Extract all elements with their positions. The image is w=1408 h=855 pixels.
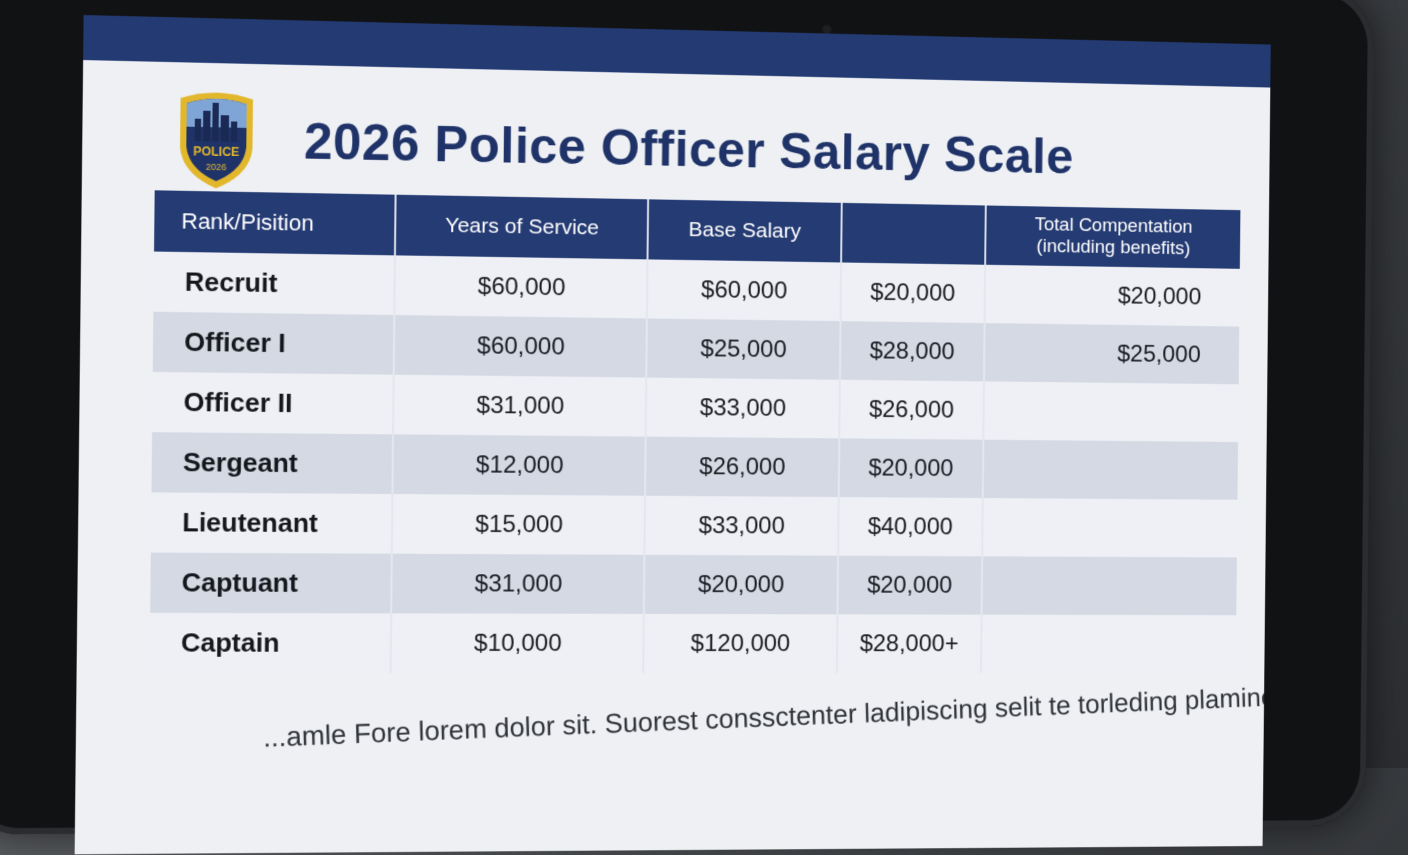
col-header-base-salary: Base Salary — [647, 199, 841, 262]
col-header-total-comp: Total Compentation (including benefits) — [985, 205, 1241, 268]
value-cell: $60,000 — [395, 255, 648, 318]
police-badge-icon: POLICE 2026 — [175, 88, 257, 191]
rank-cell: Captain — [150, 613, 392, 673]
table-row: Officer II $31,000 $33,000 $26,000 — [152, 372, 1239, 442]
col-header-years: Years of Service — [395, 195, 648, 260]
table-row: Captain $10,000 $120,000 $28,000+ — [150, 613, 1237, 673]
badge-label: POLICE — [193, 144, 239, 159]
value-cell: $15,000 — [392, 494, 645, 555]
value-cell: $20,000 — [839, 438, 983, 498]
rank-cell: Sergeant — [151, 432, 393, 494]
value-cell: $20,000 — [840, 262, 984, 323]
value-cell: $40,000 — [838, 497, 982, 556]
rank-cell: Officer I — [153, 312, 395, 375]
badge-year: 2026 — [206, 162, 227, 172]
value-cell — [982, 440, 1238, 500]
value-cell: $31,000 — [392, 554, 645, 614]
col-header-rank: Rank/Pisition — [154, 190, 396, 255]
value-cell: $120,000 — [643, 614, 837, 673]
value-cell: $10,000 — [391, 613, 644, 673]
rank-cell: Recruit — [153, 252, 395, 316]
footer-paragraph: ...amle Fore lorem dolor sit. Suorest co… — [263, 682, 1271, 754]
rank-cell: Officer II — [152, 372, 394, 434]
screen: POLICE 2026 2026 Police Officer Salary S… — [75, 15, 1271, 854]
value-cell — [981, 615, 1237, 673]
value-cell: $33,000 — [646, 378, 840, 439]
value-cell: $12,000 — [393, 434, 646, 495]
tablet-bezel: POLICE 2026 2026 Police Officer Salary S… — [0, 0, 1374, 835]
table-row: Captuant $31,000 $20,000 $20,000 — [150, 553, 1237, 616]
value-cell: $60,000 — [647, 259, 841, 321]
rank-cell: Lieutenant — [151, 492, 393, 553]
table-row: Sergeant $12,000 $26,000 $20,000 — [151, 432, 1238, 500]
value-cell: $25,000 — [984, 323, 1240, 384]
value-cell — [982, 498, 1238, 557]
value-cell: $26,000 — [645, 437, 839, 497]
value-cell — [981, 556, 1237, 615]
value-cell: $28,000 — [840, 321, 984, 381]
value-cell: $20,000 — [837, 556, 981, 615]
page-title: 2026 Police Officer Salary Scale — [304, 112, 1074, 186]
salary-table: Rank/Pisition Years of Service Base Sala… — [150, 190, 1241, 673]
col-header-blank — [841, 203, 985, 265]
table-row: Lieutenant $15,000 $33,000 $40,000 — [151, 492, 1238, 557]
value-cell: $31,000 — [394, 375, 647, 437]
value-cell: $33,000 — [644, 496, 838, 556]
rank-cell: Captuant — [150, 553, 392, 614]
value-cell: $20,000 — [984, 265, 1240, 327]
value-cell: $60,000 — [394, 315, 647, 378]
value-cell: $20,000 — [644, 555, 838, 615]
value-cell: $25,000 — [646, 318, 840, 379]
value-cell: $28,000+ — [837, 614, 981, 673]
value-cell: $26,000 — [839, 380, 983, 440]
value-cell — [983, 381, 1239, 442]
